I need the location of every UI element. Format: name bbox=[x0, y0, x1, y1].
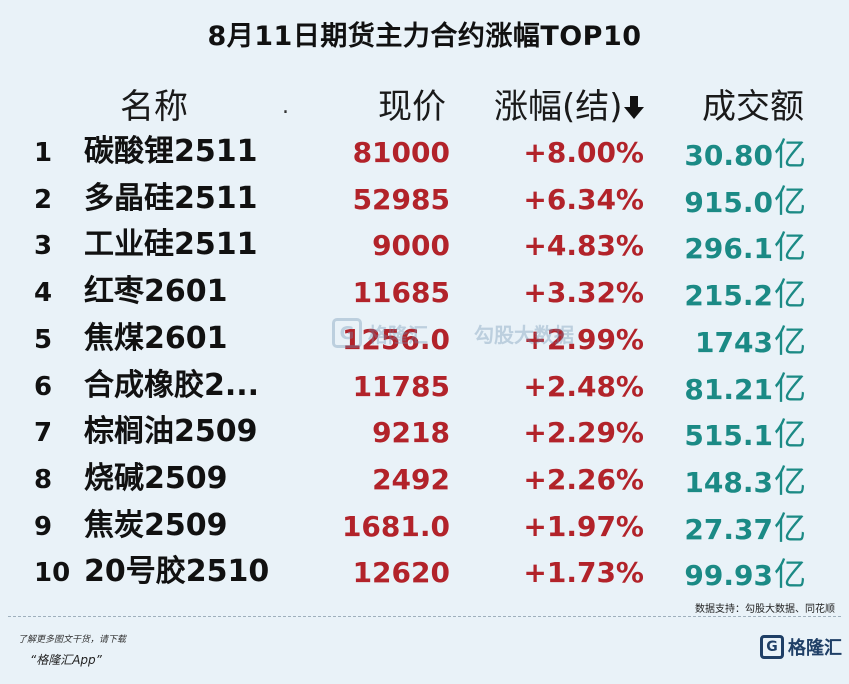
row-volume-unit: 亿 bbox=[773, 228, 806, 266]
row-rank: 5 bbox=[34, 325, 53, 355]
row-volume-unit: 亿 bbox=[773, 135, 806, 173]
row-volume: 148.3亿 bbox=[684, 465, 806, 497]
row-name: 多晶硅2511 bbox=[84, 181, 258, 216]
row-name: 碳酸锂2511 bbox=[84, 134, 258, 169]
row-volume: 296.1亿 bbox=[684, 231, 806, 263]
row-volume: 1743亿 bbox=[695, 325, 806, 357]
down-arrow-icon bbox=[623, 96, 644, 119]
row-price: 11685 bbox=[352, 276, 450, 309]
row-rank: 9 bbox=[34, 512, 53, 542]
row-volume-unit: 亿 bbox=[773, 462, 806, 500]
row-change: +2.29% bbox=[523, 416, 644, 449]
row-volume: 99.93亿 bbox=[684, 558, 806, 590]
row-name: 20号胶2510 bbox=[84, 554, 270, 589]
row-price: 1681.0 bbox=[341, 510, 450, 543]
row-name: 焦炭2509 bbox=[84, 508, 228, 543]
row-change: +2.26% bbox=[523, 463, 644, 496]
row-volume-unit: 亿 bbox=[773, 182, 806, 220]
row-price: 9000 bbox=[372, 229, 450, 262]
row-volume-value: 296.1 bbox=[684, 232, 773, 265]
row-volume-value: 30.80 bbox=[684, 139, 773, 172]
row-volume: 915.0亿 bbox=[684, 185, 806, 217]
row-price: 11785 bbox=[352, 370, 450, 403]
row-name: 棕榈油2509 bbox=[84, 414, 258, 449]
row-volume-value: 148.3 bbox=[684, 466, 773, 499]
brand-name: 格隆汇 bbox=[788, 638, 842, 659]
row-rank: 8 bbox=[34, 465, 53, 495]
ranking-table: 名称 . 现价 涨幅(结) 成交额 1 碳酸锂2511 81000 +8.00% 30.… bbox=[34, 87, 806, 590]
row-volume: 215.2亿 bbox=[684, 278, 806, 310]
watermark: G 格隆汇 勾股大数据 bbox=[332, 318, 574, 348]
divider bbox=[8, 616, 841, 617]
brand: G 格隆汇 bbox=[760, 634, 842, 660]
row-change: +2.48% bbox=[523, 370, 644, 403]
header-volume: 成交额 bbox=[702, 87, 804, 127]
row-rank: 10 bbox=[34, 558, 71, 588]
row-volume-value: 27.37 bbox=[684, 513, 773, 546]
row-volume: 515.1亿 bbox=[684, 418, 806, 450]
row-name: 工业硅2511 bbox=[84, 227, 258, 262]
row-volume-value: 81.21 bbox=[684, 373, 773, 406]
header-change: 涨幅(结) bbox=[494, 90, 645, 124]
row-volume-value: 215.2 bbox=[684, 279, 773, 312]
row-name: 合成橡胶2... bbox=[84, 368, 260, 403]
row-volume-value: 915.0 bbox=[684, 186, 773, 219]
watermark-logo-icon: G bbox=[332, 318, 362, 348]
row-price: 2492 bbox=[372, 463, 450, 496]
row-volume-unit: 亿 bbox=[773, 369, 806, 407]
row-volume-unit: 亿 bbox=[773, 322, 806, 360]
row-change: +6.34% bbox=[523, 183, 644, 216]
row-volume-unit: 亿 bbox=[773, 509, 806, 547]
row-price: 1256.0 bbox=[341, 323, 450, 356]
data-source: 数据支持：勾股大数据、同花顺 bbox=[695, 604, 835, 615]
row-volume-value: 99.93 bbox=[684, 559, 773, 592]
row-change: +1.73% bbox=[523, 556, 644, 589]
row-change: +8.00% bbox=[523, 136, 644, 169]
row-rank: 1 bbox=[34, 138, 53, 168]
row-volume: 27.37亿 bbox=[684, 512, 806, 544]
footer-app-name: “格隆汇App” bbox=[30, 653, 102, 667]
header-dot: . bbox=[282, 94, 289, 119]
brand-logo-icon: G bbox=[760, 635, 784, 659]
row-name: 烧碱2509 bbox=[84, 461, 228, 496]
row-volume-unit: 亿 bbox=[773, 275, 806, 313]
row-change: +1.97% bbox=[523, 510, 644, 543]
row-rank: 7 bbox=[34, 418, 53, 448]
chart-title: 8月11日期货主力合约涨幅TOP10 bbox=[207, 21, 642, 52]
row-change: +2.99% bbox=[523, 323, 644, 356]
row-name: 红枣2601 bbox=[84, 274, 228, 309]
footer-note: 了解更多图文干货，请下载 bbox=[18, 635, 127, 645]
watermark-brand: 格隆汇 bbox=[368, 322, 428, 347]
header-price: 现价 bbox=[378, 87, 446, 127]
row-rank: 3 bbox=[34, 231, 53, 261]
row-volume-value: 515.1 bbox=[684, 419, 773, 452]
row-volume: 30.80亿 bbox=[684, 138, 806, 170]
row-rank: 6 bbox=[34, 372, 53, 402]
row-name: 焦煤2601 bbox=[84, 321, 228, 356]
row-price: 52985 bbox=[352, 183, 450, 216]
row-rank: 4 bbox=[34, 278, 53, 308]
row-price: 9218 bbox=[372, 416, 450, 449]
row-volume-unit: 亿 bbox=[773, 415, 806, 453]
row-price: 81000 bbox=[352, 136, 450, 169]
watermark-text: 勾股大数据 bbox=[474, 322, 574, 347]
row-change: +3.32% bbox=[523, 276, 644, 309]
row-volume-unit: 亿 bbox=[773, 555, 806, 593]
row-volume: 81.21亿 bbox=[684, 372, 806, 404]
row-volume-value: 1743 bbox=[695, 326, 773, 359]
row-rank: 2 bbox=[34, 185, 53, 215]
row-change: +4.83% bbox=[523, 229, 644, 262]
row-price: 12620 bbox=[352, 556, 450, 589]
header-name: 名称 bbox=[120, 87, 188, 127]
header-change-label: 涨幅(结) bbox=[494, 87, 623, 127]
